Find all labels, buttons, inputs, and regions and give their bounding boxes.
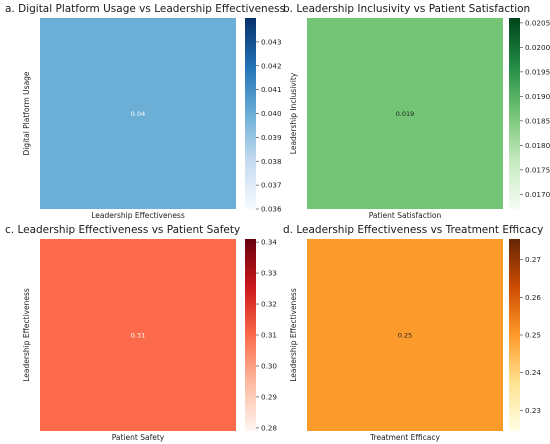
- colorbar-tick-label: 0.34: [261, 238, 277, 247]
- colorbar: [509, 18, 520, 209]
- colorbar-tick-label: 0.24: [525, 368, 541, 377]
- panel-title: b. Leadership Inclusivity vs Patient Sat…: [283, 3, 530, 15]
- colorbar-tick-label: 0.30: [261, 361, 277, 370]
- colorbar-tick-label: 0.0200: [525, 43, 550, 52]
- colorbar-tick-label: 0.33: [261, 269, 277, 278]
- cell-value-label: 0.31: [131, 332, 145, 340]
- heatmap-cell: [307, 18, 503, 209]
- x-axis-label: Treatment Efficacy: [369, 433, 440, 442]
- panel-a: a. Digital Platform Usage vs Leadership …: [5, 3, 285, 220]
- colorbar-tick-label: 0.0185: [525, 116, 550, 125]
- colorbar-tick-label: 0.043: [261, 37, 282, 46]
- x-axis-label: Patient Safety: [112, 433, 165, 442]
- colorbar: [245, 239, 256, 431]
- cell-value-label: 0.04: [131, 110, 145, 118]
- colorbar-tick-label: 0.0170: [525, 190, 550, 199]
- cell-value-label: 0.25: [398, 332, 412, 340]
- colorbar: [509, 239, 520, 431]
- colorbar-tick-label: 0.039: [261, 133, 282, 142]
- heatmap-cell: [40, 239, 236, 431]
- panel-c: c. Leadership Effectiveness vs Patient S…: [5, 224, 277, 442]
- colorbar-tick-label: 0.0205: [525, 18, 550, 27]
- colorbar-tick-label: 0.28: [261, 423, 277, 432]
- panel-d: d. Leadership Effectiveness vs Treatment…: [283, 224, 543, 442]
- colorbar-tick-label: 0.036: [261, 205, 282, 214]
- panel-title: c. Leadership Effectiveness vs Patient S…: [5, 224, 240, 236]
- heatmap-cell: [307, 239, 503, 431]
- panel-b: b. Leadership Inclusivity vs Patient Sat…: [283, 3, 550, 220]
- colorbar-tick-label: 0.038: [261, 157, 282, 166]
- colorbar-tick-label: 0.23: [525, 406, 541, 415]
- y-axis-label: Digital Platform Usage: [22, 71, 31, 155]
- x-axis-label: Leadership Effectiveness: [91, 211, 185, 220]
- colorbar-tick-label: 0.31: [261, 331, 277, 340]
- colorbar-tick-label: 0.042: [261, 61, 282, 70]
- colorbar: [245, 18, 256, 209]
- cell-value-label: 0.019: [396, 110, 415, 118]
- colorbar-tick-label: 0.25: [525, 331, 541, 340]
- colorbar-tick-label: 0.27: [525, 255, 541, 264]
- colorbar-tick-label: 0.29: [261, 392, 277, 401]
- heatmap-cell: [40, 18, 236, 209]
- colorbar-tick-label: 0.32: [261, 300, 277, 309]
- colorbar-tick-label: 0.041: [261, 85, 282, 94]
- x-axis-label: Patient Satisfaction: [369, 211, 442, 220]
- colorbar-tick-label: 0.0175: [525, 165, 550, 174]
- y-axis-label: Leadership Effectiveness: [22, 288, 31, 382]
- panel-title: a. Digital Platform Usage vs Leadership …: [5, 3, 285, 15]
- colorbar-tick-label: 0.0180: [525, 141, 550, 150]
- colorbar-tick-label: 0.040: [261, 109, 282, 118]
- y-axis-label: Leadership Effectiveness: [289, 288, 298, 382]
- colorbar-tick-label: 0.26: [525, 293, 541, 302]
- y-axis-label: Leadership Inclusivity: [289, 72, 298, 154]
- colorbar-tick-label: 0.0190: [525, 92, 550, 101]
- colorbar-tick-label: 0.037: [261, 181, 282, 190]
- colorbar-tick-label: 0.0195: [525, 67, 550, 76]
- panel-title: d. Leadership Effectiveness vs Treatment…: [283, 224, 543, 236]
